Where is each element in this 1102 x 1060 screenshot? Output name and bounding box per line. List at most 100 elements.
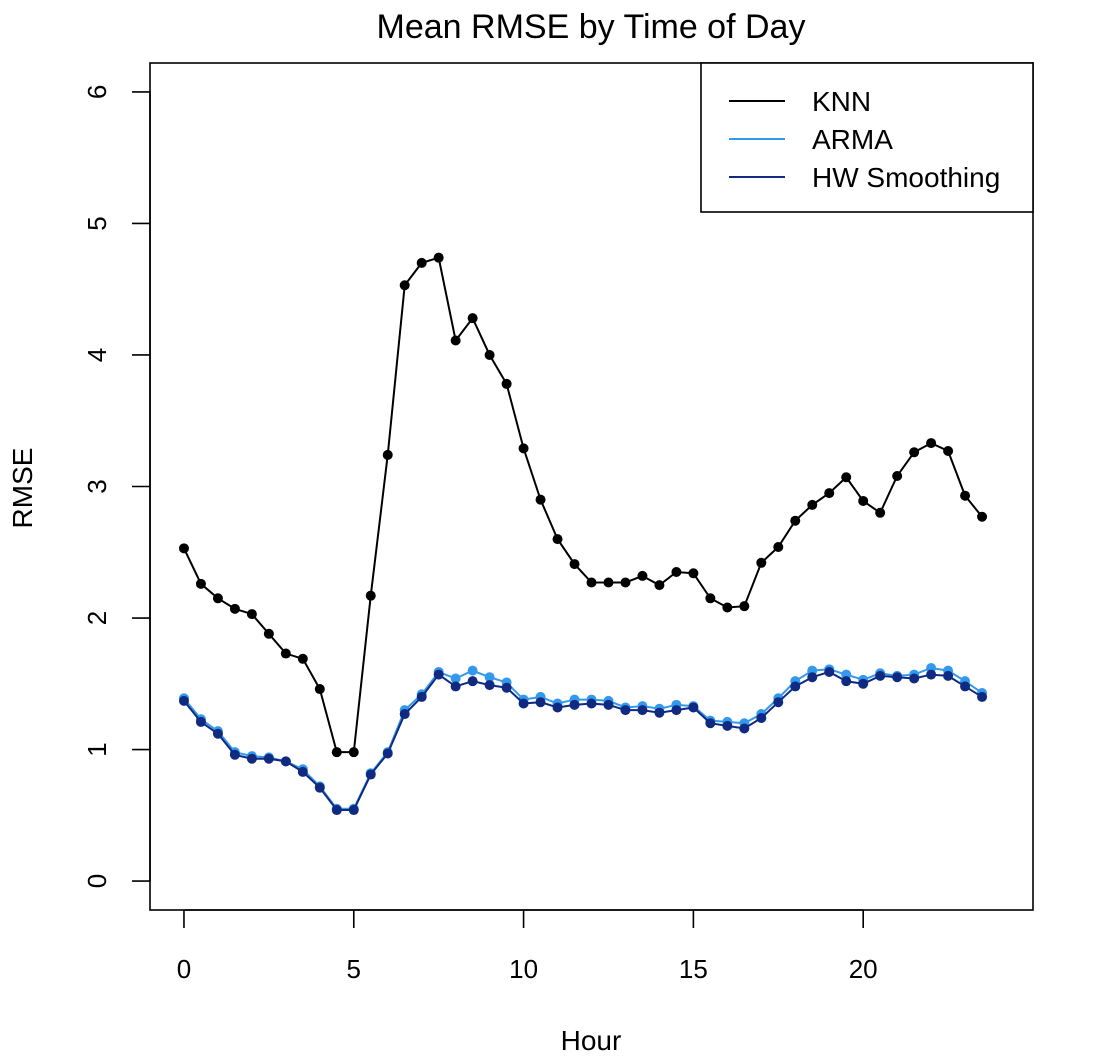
data-point-arma [467,665,478,676]
series-layer [178,252,988,816]
data-point-hw-smoothing [943,670,954,681]
data-point-hw-smoothing [807,672,818,683]
data-point-knn [841,472,852,483]
series-line-arma [183,666,983,810]
data-point-hw-smoothing [875,670,886,681]
data-point-knn [348,747,359,758]
data-point-knn [399,280,410,291]
data-point-knn [212,593,223,604]
data-point-knn [484,349,495,360]
data-point-knn [331,747,342,758]
x-tick-label: 20 [849,954,878,984]
data-point-knn [926,438,937,449]
data-point-hw-smoothing [909,673,920,684]
data-point-knn [790,515,801,526]
y-tick-label: 0 [82,874,112,888]
data-point-hw-smoothing [569,699,580,710]
data-point-hw-smoothing [365,769,376,780]
data-point-knn [433,252,444,263]
data-point-hw-smoothing [790,681,801,692]
data-point-hw-smoothing [229,749,240,760]
data-point-knn [739,601,750,612]
data-point-knn [943,445,954,456]
data-point-knn [603,577,614,588]
data-point-hw-smoothing [450,681,461,692]
data-point-hw-smoothing [756,712,767,723]
series-hw-smoothing [178,666,988,816]
x-tick-label: 15 [679,954,708,984]
data-point-hw-smoothing [722,720,733,731]
data-point-knn [535,494,546,505]
data-point-knn [688,568,699,579]
y-tick-label: 5 [82,216,112,230]
data-point-hw-smoothing [926,669,937,680]
data-point-knn [909,447,920,458]
y-axis-label: RMSE [7,448,38,529]
data-point-hw-smoothing [195,716,206,727]
data-point-knn [722,602,733,613]
data-point-hw-smoothing [586,698,597,709]
data-point-knn [552,534,563,545]
data-point-knn [824,488,835,499]
data-point-knn [569,559,580,570]
y-tick-label: 1 [82,742,112,756]
data-point-knn [229,603,240,614]
data-point-hw-smoothing [603,699,614,710]
data-point-knn [518,443,529,454]
data-point-knn [977,511,988,522]
x-tick-label: 10 [509,954,538,984]
data-point-knn [807,499,818,510]
y-tick-label: 3 [82,479,112,493]
y-tick-label: 4 [82,348,112,362]
axes: 0 5 10 15 20 0 1 2 3 4 5 6 [82,85,878,984]
data-point-knn [195,578,206,589]
data-point-knn [178,543,189,554]
data-point-hw-smoothing [314,782,325,793]
y-tick-label: 6 [82,85,112,99]
data-point-hw-smoothing [263,753,274,764]
data-point-hw-smoothing [297,766,308,777]
legend: KNN ARMA HW Smoothing [700,62,1034,213]
legend-label: KNN [812,86,871,117]
data-point-knn [365,590,376,601]
data-point-knn [586,577,597,588]
data-point-hw-smoothing [246,753,257,764]
data-point-hw-smoothing [705,718,716,729]
data-point-hw-smoothing [977,691,988,702]
data-point-hw-smoothing [331,805,342,816]
legend-box [700,62,1034,213]
data-point-knn [654,580,665,591]
data-point-hw-smoothing [348,805,359,816]
data-point-knn [620,577,631,588]
data-point-knn [501,378,512,389]
data-point-knn [773,542,784,552]
data-point-knn [705,593,716,604]
data-point-knn [467,313,478,324]
data-point-knn [263,628,274,639]
data-point-hw-smoothing [960,681,971,692]
data-point-knn [671,566,682,577]
data-point-hw-smoothing [620,705,631,716]
data-point-hw-smoothing [501,682,512,693]
data-point-arma [450,673,461,684]
data-point-hw-smoothing [739,723,750,734]
data-point-knn [637,570,648,581]
data-point-knn [382,449,393,460]
data-point-hw-smoothing [671,705,682,716]
data-point-knn [892,470,903,481]
x-axis-label: Hour [561,1025,622,1056]
data-point-hw-smoothing [212,728,223,739]
data-point-hw-smoothing [858,678,869,689]
data-point-hw-smoothing [654,707,665,718]
data-point-knn [246,609,257,620]
data-point-hw-smoothing [773,697,784,708]
data-point-knn [297,653,308,664]
data-point-hw-smoothing [535,697,546,708]
data-point-hw-smoothing [416,691,427,702]
legend-label: ARMA [812,124,893,155]
data-point-knn [858,495,869,506]
data-point-hw-smoothing [484,680,495,691]
data-point-knn [280,648,291,659]
data-point-hw-smoothing [841,676,852,687]
